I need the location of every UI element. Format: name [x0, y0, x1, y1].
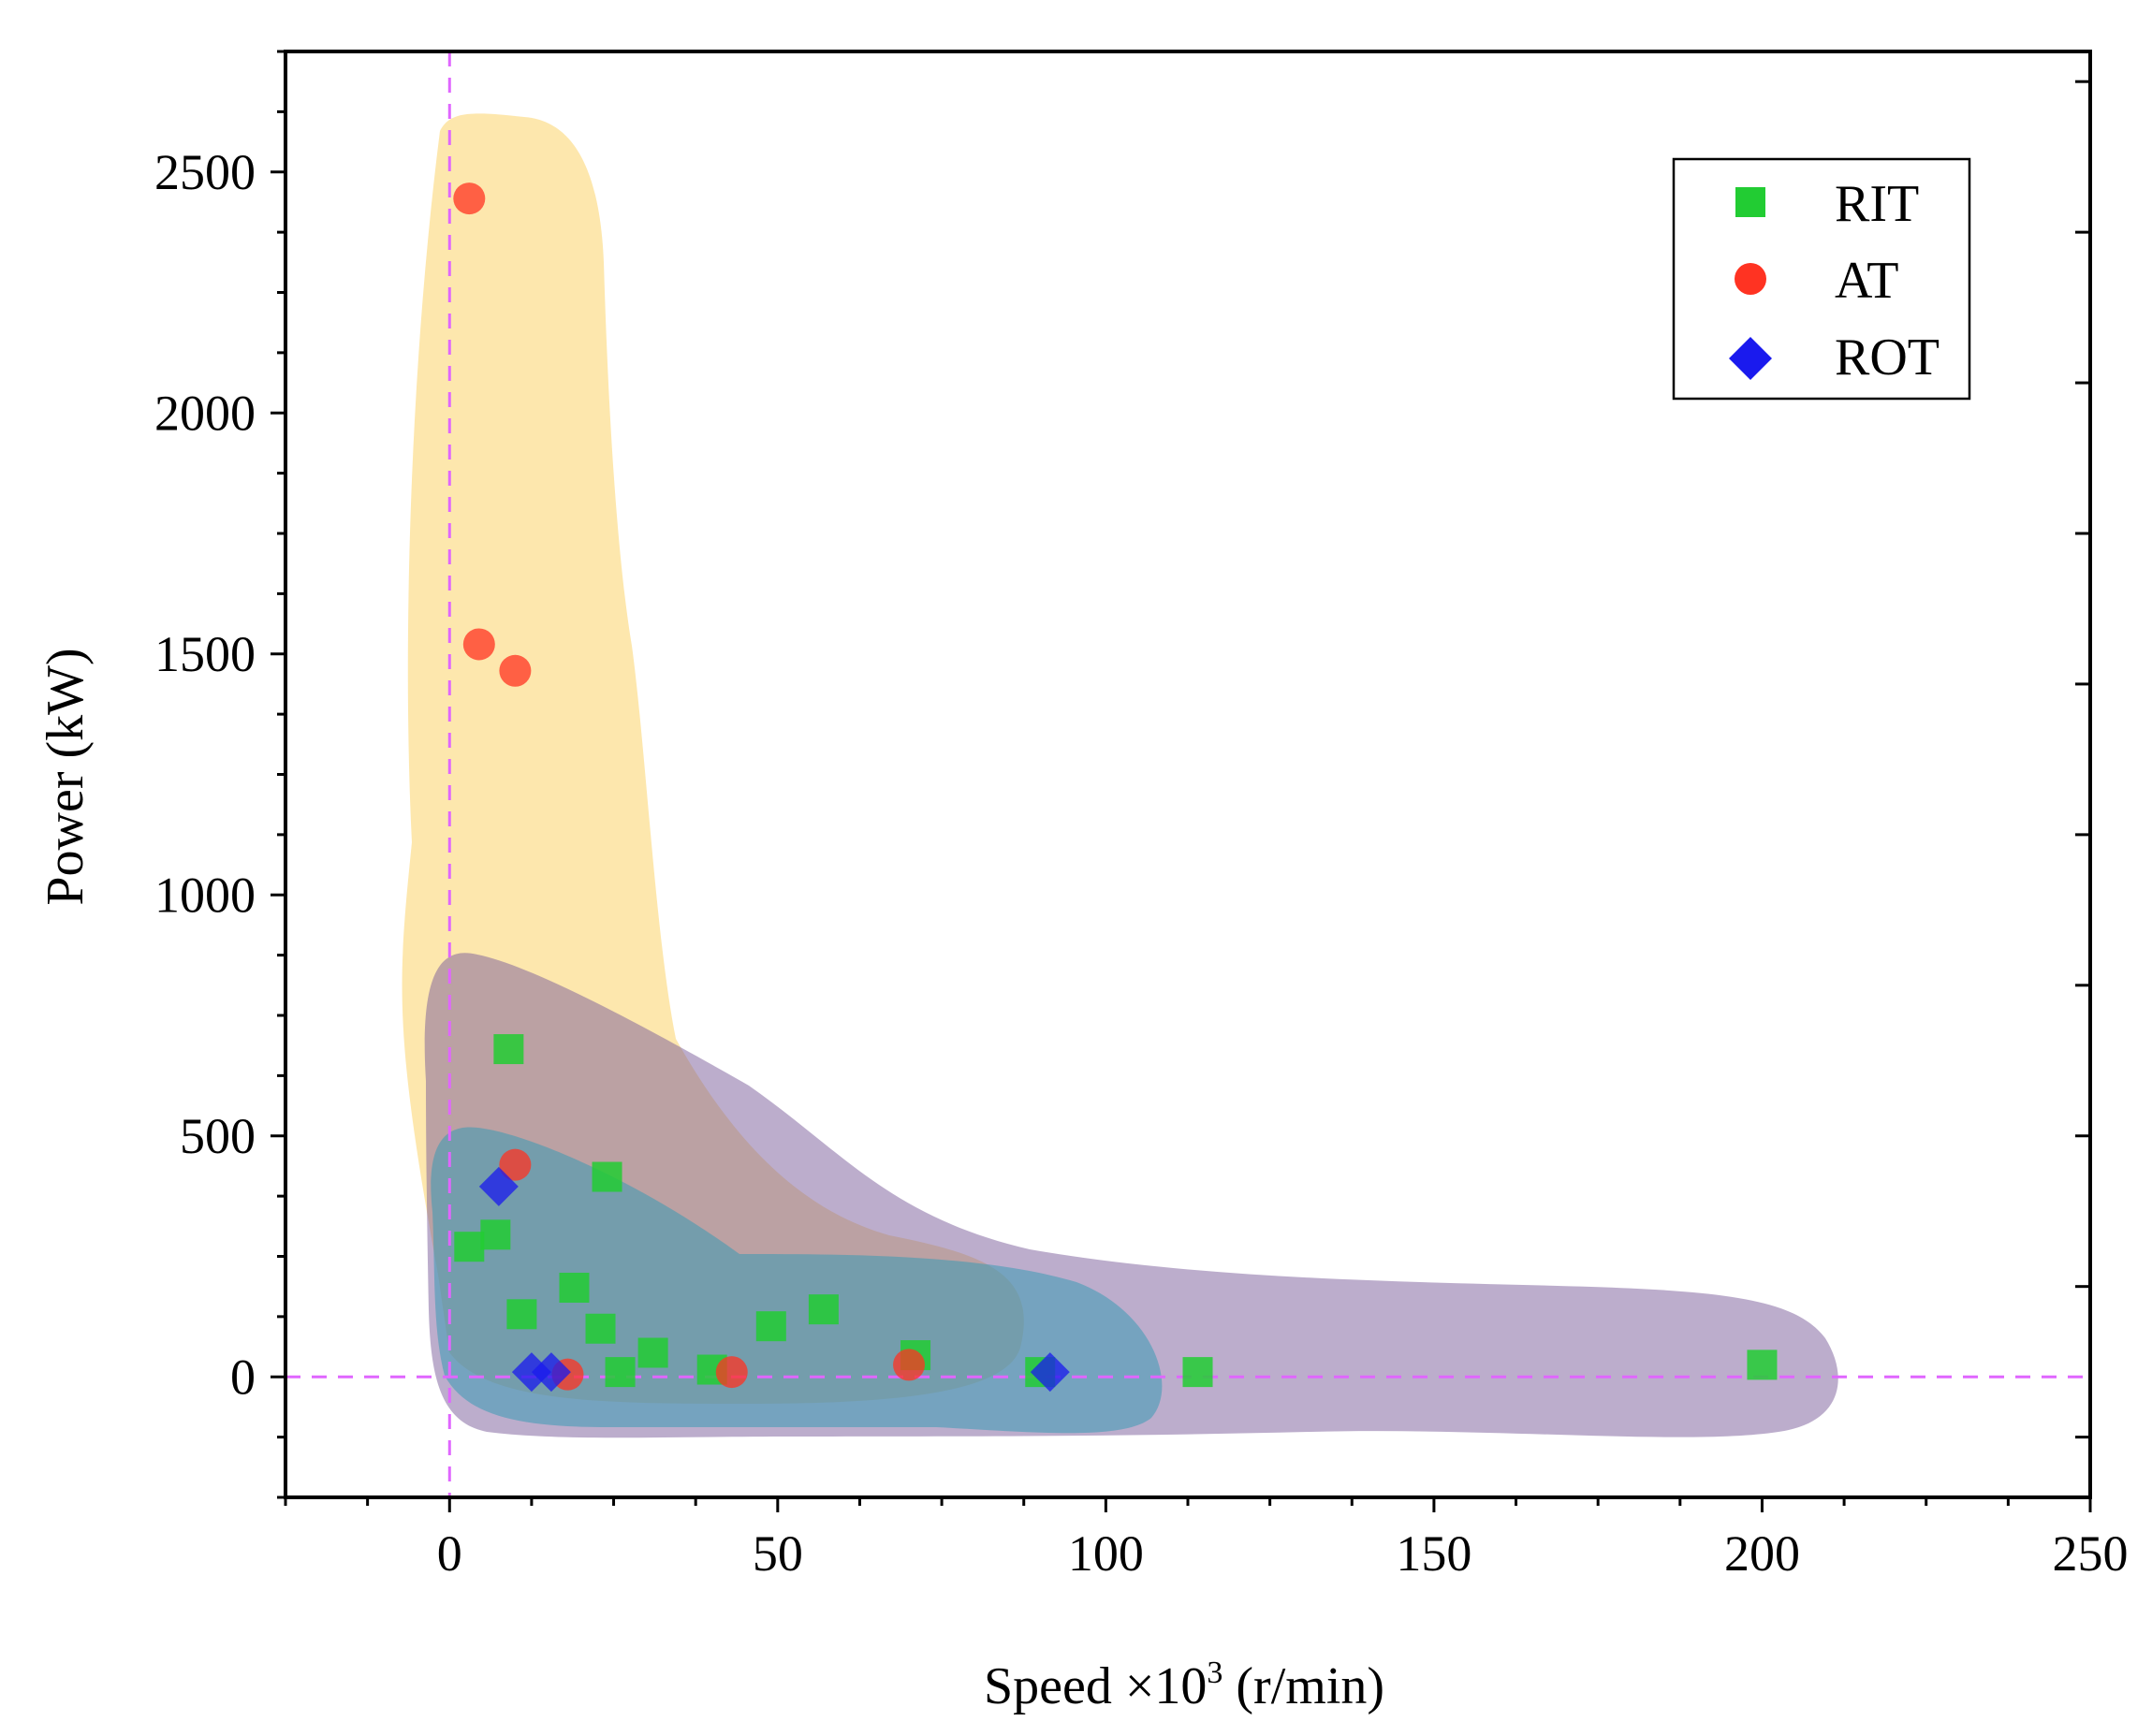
y-tick-label: 0	[230, 1349, 256, 1405]
rit-point	[808, 1294, 839, 1325]
at-point	[893, 1349, 926, 1381]
rot-point	[478, 1166, 519, 1206]
rot-point	[1030, 1352, 1070, 1393]
y-tick-label: 2000	[154, 385, 256, 441]
x-axis-title-prefix: Speed ×10	[984, 1657, 1207, 1715]
rit-point	[637, 1337, 668, 1368]
y-tick-labels: 0 500 1000 1500 2000 2500	[154, 144, 256, 1406]
rot-region	[431, 1127, 1163, 1434]
rit-point	[585, 1313, 616, 1344]
rit-point	[755, 1311, 786, 1342]
rit-point	[592, 1161, 622, 1192]
legend-rit-marker	[1735, 187, 1765, 217]
x-tick-label: 150	[1396, 1525, 1471, 1582]
rit-point	[506, 1299, 537, 1330]
x-axis-title: Speed ×103 (r/min)	[984, 1656, 1384, 1715]
legend-at-marker	[1735, 263, 1766, 295]
rit-point	[454, 1232, 485, 1262]
rot-point	[531, 1352, 571, 1393]
y-tick-label: 1000	[154, 867, 256, 923]
x-axis-title-exponent: 3	[1207, 1656, 1222, 1690]
axis-ticks	[271, 50, 2092, 1512]
rit-point	[605, 1357, 636, 1388]
at-point	[462, 628, 495, 661]
legend-rot-marker	[1729, 337, 1772, 380]
rit-point	[1182, 1357, 1213, 1388]
x-tick-label: 50	[753, 1525, 803, 1582]
legend-rit-label: RIT	[1835, 175, 1919, 233]
rit-point	[480, 1219, 511, 1250]
at-point	[499, 654, 532, 687]
y-tick-label: 1500	[154, 626, 256, 682]
region-layer	[402, 113, 1838, 1438]
x-axis-title-suffix: (r/min)	[1222, 1657, 1384, 1715]
at-point	[499, 1148, 532, 1181]
x-tick-labels: 0 50 100 150 200 250	[437, 1525, 2129, 1582]
x-tick-label: 100	[1068, 1525, 1144, 1582]
rot-point	[511, 1352, 551, 1393]
x-tick-label: 200	[1724, 1525, 1800, 1582]
rit-point	[559, 1272, 590, 1303]
x-tick-label: 0	[437, 1525, 462, 1582]
y-tick-label: 2500	[154, 144, 256, 200]
rit-point	[493, 1034, 524, 1065]
x-tick-label: 250	[2053, 1525, 2129, 1582]
y-axis-title: Power (kW)	[37, 648, 95, 905]
legend-at-label: AT	[1835, 252, 1898, 310]
rit-point	[1747, 1349, 1778, 1380]
legend-box	[1672, 157, 1971, 401]
legend: RIT AT ROT	[1672, 157, 1971, 401]
at-point	[715, 1356, 748, 1389]
legend-rot-label: ROT	[1835, 328, 1940, 387]
data-points	[453, 182, 1778, 1393]
y-tick-label: 500	[180, 1108, 256, 1164]
at-point	[453, 182, 486, 215]
